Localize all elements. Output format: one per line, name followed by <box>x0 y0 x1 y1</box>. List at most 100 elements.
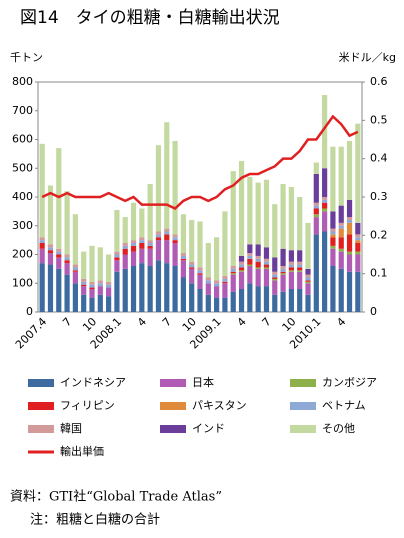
bar-segment <box>238 264 245 268</box>
bar-segment <box>263 264 270 268</box>
bar-segment <box>222 297 228 312</box>
bar-segment <box>197 267 203 271</box>
bar-segment <box>322 168 328 197</box>
bar-segment <box>330 146 336 212</box>
legend-swatch <box>290 402 316 410</box>
bar-segment <box>122 243 128 246</box>
bar-segment <box>346 220 353 223</box>
bar-segment <box>338 222 344 226</box>
bar-segment <box>263 286 270 312</box>
legend-swatch <box>160 402 186 410</box>
bar-segment <box>238 161 245 256</box>
bar-segment <box>172 140 178 235</box>
y-tick-label: 500 <box>12 161 33 174</box>
bar-segment <box>39 263 45 312</box>
bar-segment <box>263 261 270 265</box>
bar-segment <box>222 278 228 282</box>
bar-segment <box>247 176 253 245</box>
bar-segment <box>64 263 70 275</box>
bar-segment <box>114 209 120 252</box>
x-tick-label: 10 <box>80 315 99 334</box>
bar-segment <box>230 268 236 272</box>
bar-segment <box>230 171 236 266</box>
bar-segment <box>172 243 178 266</box>
bar-segment <box>114 254 120 258</box>
bar-segment <box>155 145 162 232</box>
bar-segment <box>72 283 78 312</box>
bar-segment <box>272 277 278 279</box>
bar-segment <box>222 211 228 277</box>
chart-title: 図14 タイの粗糖・白糖輸出状況 <box>20 8 280 28</box>
bar-segment <box>346 217 353 220</box>
bar-segment <box>197 221 203 268</box>
y2-tick-label: 0.1 <box>370 267 388 280</box>
bar-segment <box>355 271 361 312</box>
legend-label: パキスタン <box>192 399 247 412</box>
bar-segment <box>272 257 278 272</box>
bar-segment <box>189 220 195 262</box>
bar-segment <box>164 263 170 312</box>
bar-segment <box>81 284 87 287</box>
bar-segment <box>297 270 303 272</box>
bar-segment <box>72 267 78 271</box>
bar-segment <box>313 234 319 312</box>
bar-segment <box>180 277 186 312</box>
bar-segment <box>155 260 162 312</box>
bar-segment <box>147 184 153 241</box>
bar-segment <box>280 273 286 275</box>
bar-segment <box>346 199 353 218</box>
bar-segment <box>305 268 311 275</box>
bar-segment <box>346 222 353 235</box>
bar-segment <box>322 199 328 203</box>
bar-segment <box>255 255 261 259</box>
legend-label: インド <box>192 422 225 435</box>
bar-segment <box>238 271 245 289</box>
bar-segment <box>272 280 278 295</box>
bar-segment <box>147 266 153 312</box>
bar-segment <box>272 294 278 312</box>
bar-segment <box>280 184 286 249</box>
bar-segment <box>180 253 186 256</box>
bar-segment <box>106 287 112 297</box>
bar-segment <box>305 280 311 282</box>
bar-segment <box>288 261 294 265</box>
x-tick-label: 10 <box>280 315 299 334</box>
bar-segment <box>89 245 95 282</box>
bar-segment <box>255 268 261 287</box>
y2-tick-label: 0.6 <box>370 75 388 88</box>
bar-segment <box>313 174 319 203</box>
bar-segment <box>64 191 70 255</box>
bar-segment <box>56 254 62 258</box>
bar-segment <box>313 217 319 235</box>
bar-segment <box>64 274 70 312</box>
bar-segment <box>180 258 186 261</box>
bar-segment <box>130 243 137 246</box>
bar-segment <box>313 202 319 206</box>
bar-segment <box>89 289 95 298</box>
bar-segment <box>313 205 319 209</box>
bar-segment <box>197 270 203 274</box>
bar-segment <box>346 254 353 272</box>
bar-segment <box>189 283 195 312</box>
bar-segment <box>164 228 170 232</box>
bar-segment <box>130 251 137 266</box>
bar-segment <box>56 251 62 255</box>
bar-segment <box>39 248 45 264</box>
bar-segment <box>330 248 336 266</box>
bar-segment <box>272 204 278 258</box>
bar-segment <box>263 179 270 248</box>
x-tick-label: 4 <box>135 315 149 329</box>
bar-segment <box>280 274 286 292</box>
y-tick-label: 300 <box>12 219 33 232</box>
bar-segment <box>64 254 70 258</box>
bar-segment <box>122 268 128 312</box>
bar-segment <box>330 237 336 246</box>
bar-segment <box>97 280 103 284</box>
bar-segment <box>155 231 162 235</box>
bar-segment <box>230 274 236 292</box>
bar-segment <box>139 243 145 249</box>
y-tick-label: 600 <box>12 133 33 146</box>
legend-swatch <box>290 425 316 433</box>
bar-segment <box>338 248 344 252</box>
bar-segment <box>214 283 220 287</box>
